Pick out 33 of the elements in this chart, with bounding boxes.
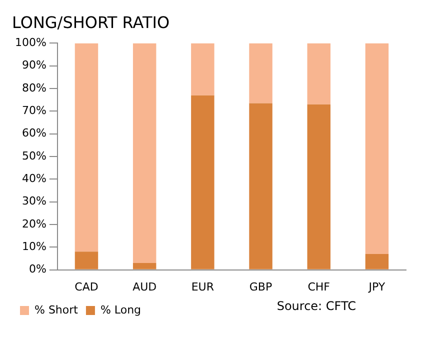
x-tick-label: GBP <box>249 280 272 294</box>
legend-label: % Short <box>34 303 79 316</box>
y-tick-label: 60% <box>22 126 46 140</box>
chart-title: LONG/SHORT RATIO <box>12 12 170 32</box>
bar <box>191 43 214 96</box>
y-tick-label: 40% <box>22 172 46 186</box>
y-tick-label: 20% <box>22 217 46 230</box>
x-tick-label: CAD <box>74 280 98 294</box>
bar <box>365 254 389 270</box>
bar <box>307 43 330 104</box>
y-tick-label: 70% <box>22 104 46 118</box>
y-tick-label: 90% <box>22 58 46 72</box>
y-tick-label: 50% <box>22 149 46 162</box>
y-tick-label: 10% <box>22 240 46 253</box>
y-tick-label: 100% <box>14 36 46 50</box>
bar <box>249 43 272 104</box>
y-tick-label: 0% <box>28 262 46 276</box>
x-tick-label: CHF <box>308 280 330 294</box>
bar <box>74 252 98 270</box>
source-note: Source: CFTC <box>276 299 356 314</box>
bar <box>191 95 214 270</box>
bar <box>132 43 156 263</box>
legend-label: % Long <box>100 303 142 316</box>
bar <box>249 103 272 270</box>
y-tick-label: 30% <box>22 194 46 208</box>
x-tick-label: EUR <box>191 280 214 294</box>
x-tick-label: AUD <box>132 280 157 294</box>
bar <box>74 43 98 252</box>
bar <box>307 104 330 270</box>
bar <box>132 263 156 270</box>
y-tick-label: 80% <box>22 81 46 94</box>
bar <box>365 43 389 254</box>
x-tick-label: JPY <box>368 280 386 294</box>
